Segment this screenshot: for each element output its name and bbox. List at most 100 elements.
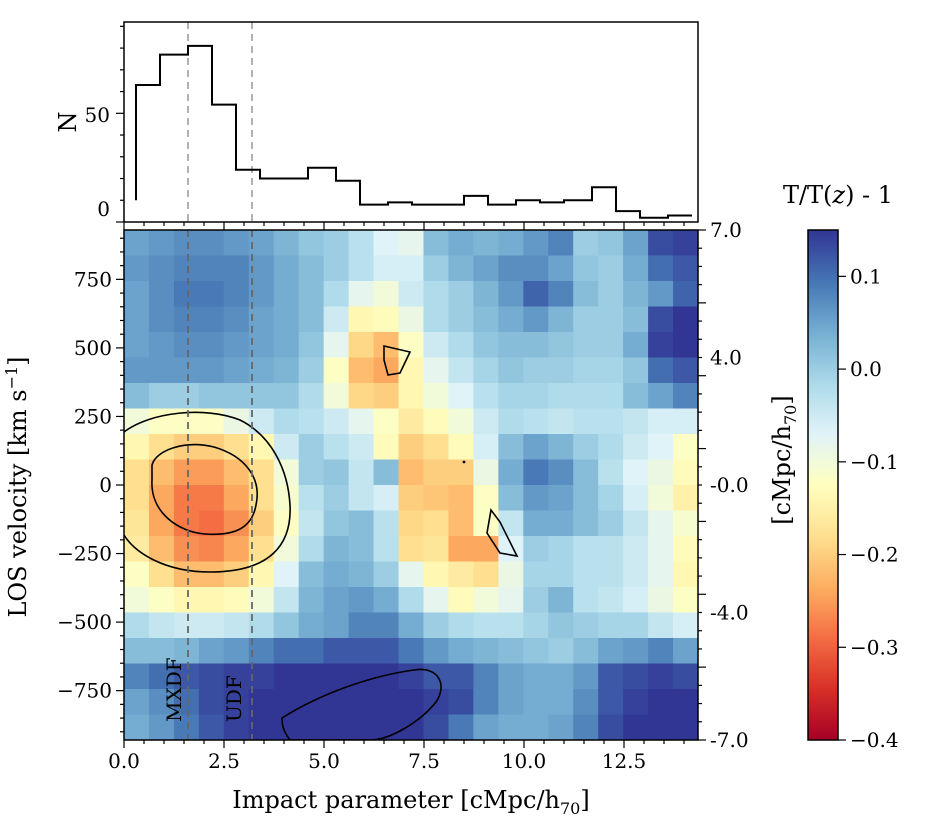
heatmap-cell <box>323 536 350 563</box>
heatmap-cell <box>173 714 200 740</box>
heatmap-cell <box>573 536 599 563</box>
heatmap-cell <box>173 663 200 690</box>
heatmap-cell <box>598 689 624 716</box>
heatmap-cell <box>148 561 175 588</box>
heatmap-cell <box>523 357 549 384</box>
heatmap-cell <box>623 434 649 461</box>
heatmap-cell <box>398 332 425 359</box>
heatmap-cell <box>523 587 549 614</box>
heatmap-cell <box>673 612 698 639</box>
heatmap-cell <box>223 459 250 486</box>
heatmap-cell <box>173 459 200 486</box>
heatmap-cell <box>148 638 175 665</box>
colorbar-gradient <box>807 229 839 741</box>
heatmap-cell <box>573 383 599 410</box>
y-axis-label-main: LOS velocity [km s <box>4 389 32 617</box>
heatmap-ytick-label: −750 <box>57 679 112 703</box>
contour-lines <box>124 344 519 740</box>
heatmap-cell <box>623 638 649 665</box>
heatmap-right-ytick-label: -7.0 <box>710 728 749 752</box>
heatmap-cell <box>548 230 574 257</box>
heatmap-cell <box>298 255 325 282</box>
heatmap-cell <box>298 510 325 537</box>
heatmap-cell <box>298 638 325 665</box>
heatmap-y-ticks: −750 −500 −250 0 250 500 750 <box>57 237 124 733</box>
heatmap-cell <box>398 485 425 512</box>
heatmap-cell <box>124 281 150 308</box>
heatmap-cell <box>498 383 524 410</box>
heatmap-cell <box>448 485 474 512</box>
heatmap-cell <box>498 714 524 740</box>
heatmap-cell <box>124 459 150 486</box>
heatmap-xtick-label: 5.0 <box>308 749 340 773</box>
heatmap-cell <box>648 383 674 410</box>
heatmap-cell <box>448 357 474 384</box>
heatmap-cell <box>398 510 425 537</box>
heatmap-cell <box>223 612 250 639</box>
heatmap-cell <box>298 281 325 308</box>
colorbar-title: T/T(z) - 1 <box>783 181 893 209</box>
heatmap-cell <box>373 485 400 512</box>
heatmap-cell <box>648 281 674 308</box>
heatmap-cell <box>673 510 698 537</box>
heatmap-cell <box>573 612 599 639</box>
heatmap-x-ticks: 0.0 2.5 5.0 7.5 10.0 12.5 <box>108 740 685 773</box>
right-axis-label-end: ] <box>768 395 796 404</box>
heatmap-cell <box>473 459 499 486</box>
heatmap-ytick-label: −250 <box>57 542 112 566</box>
heatmap-cell <box>523 689 549 716</box>
heatmap-cell <box>223 714 250 740</box>
heatmap-cell <box>598 281 624 308</box>
heatmap-cell <box>398 638 425 665</box>
heatmap-cell <box>548 434 574 461</box>
heatmap-cell <box>223 255 250 282</box>
heatmap-cell <box>523 510 549 537</box>
heatmap-cell <box>148 332 175 359</box>
heatmap-cell <box>124 689 150 716</box>
heatmap-cell <box>398 663 425 690</box>
heatmap-cell <box>673 357 698 384</box>
heatmap-cell <box>273 281 300 308</box>
heatmap-cell <box>573 561 599 588</box>
contour-inner-left <box>151 443 258 536</box>
heatmap-cell <box>498 230 524 257</box>
heatmap-cell <box>573 434 599 461</box>
heatmap-cell <box>598 357 624 384</box>
heatmap-cell <box>223 638 250 665</box>
heatmap-cell <box>198 587 225 614</box>
heatmap-cell <box>548 689 574 716</box>
heatmap-right-y-ticks: 7.0 4.0 -0.0 -4.0 -7.0 <box>698 218 749 752</box>
heatmap-cell <box>448 434 474 461</box>
heatmap-cell <box>498 485 524 512</box>
heatmap-cell <box>673 663 698 690</box>
colorbar-title-variable: z <box>831 181 845 209</box>
heatmap-cell <box>223 281 250 308</box>
heatmap-cell <box>423 714 450 740</box>
heatmap-cell <box>473 663 499 690</box>
heatmap-cell <box>423 587 450 614</box>
heatmap-cell <box>548 561 574 588</box>
heatmap-cell <box>298 714 325 740</box>
heatmap-cell <box>323 714 350 740</box>
heatmap-cell <box>423 332 450 359</box>
heatmap-cell <box>598 561 624 588</box>
heatmap-cell <box>423 536 450 563</box>
heatmap-cell <box>648 459 674 486</box>
heatmap-cell <box>148 230 175 257</box>
heatmap-cell <box>623 689 649 716</box>
heatmap-cell <box>273 255 300 282</box>
heatmap-cell <box>623 510 649 537</box>
heatmap-cell <box>148 663 175 690</box>
heatmap-cell <box>223 383 250 410</box>
heatmap-cell <box>523 638 549 665</box>
heatmap-cell <box>523 714 549 740</box>
heatmap-cell <box>373 434 400 461</box>
heatmap-cell <box>673 306 698 333</box>
y-axis-label-superscript: −1 <box>2 366 21 390</box>
heatmap-ytick-label: −500 <box>57 610 112 634</box>
heatmap-cell <box>198 357 225 384</box>
heatmap-xtick-label: 0.0 <box>108 749 140 773</box>
heatmap-cell <box>198 689 225 716</box>
heatmap-cell <box>648 434 674 461</box>
